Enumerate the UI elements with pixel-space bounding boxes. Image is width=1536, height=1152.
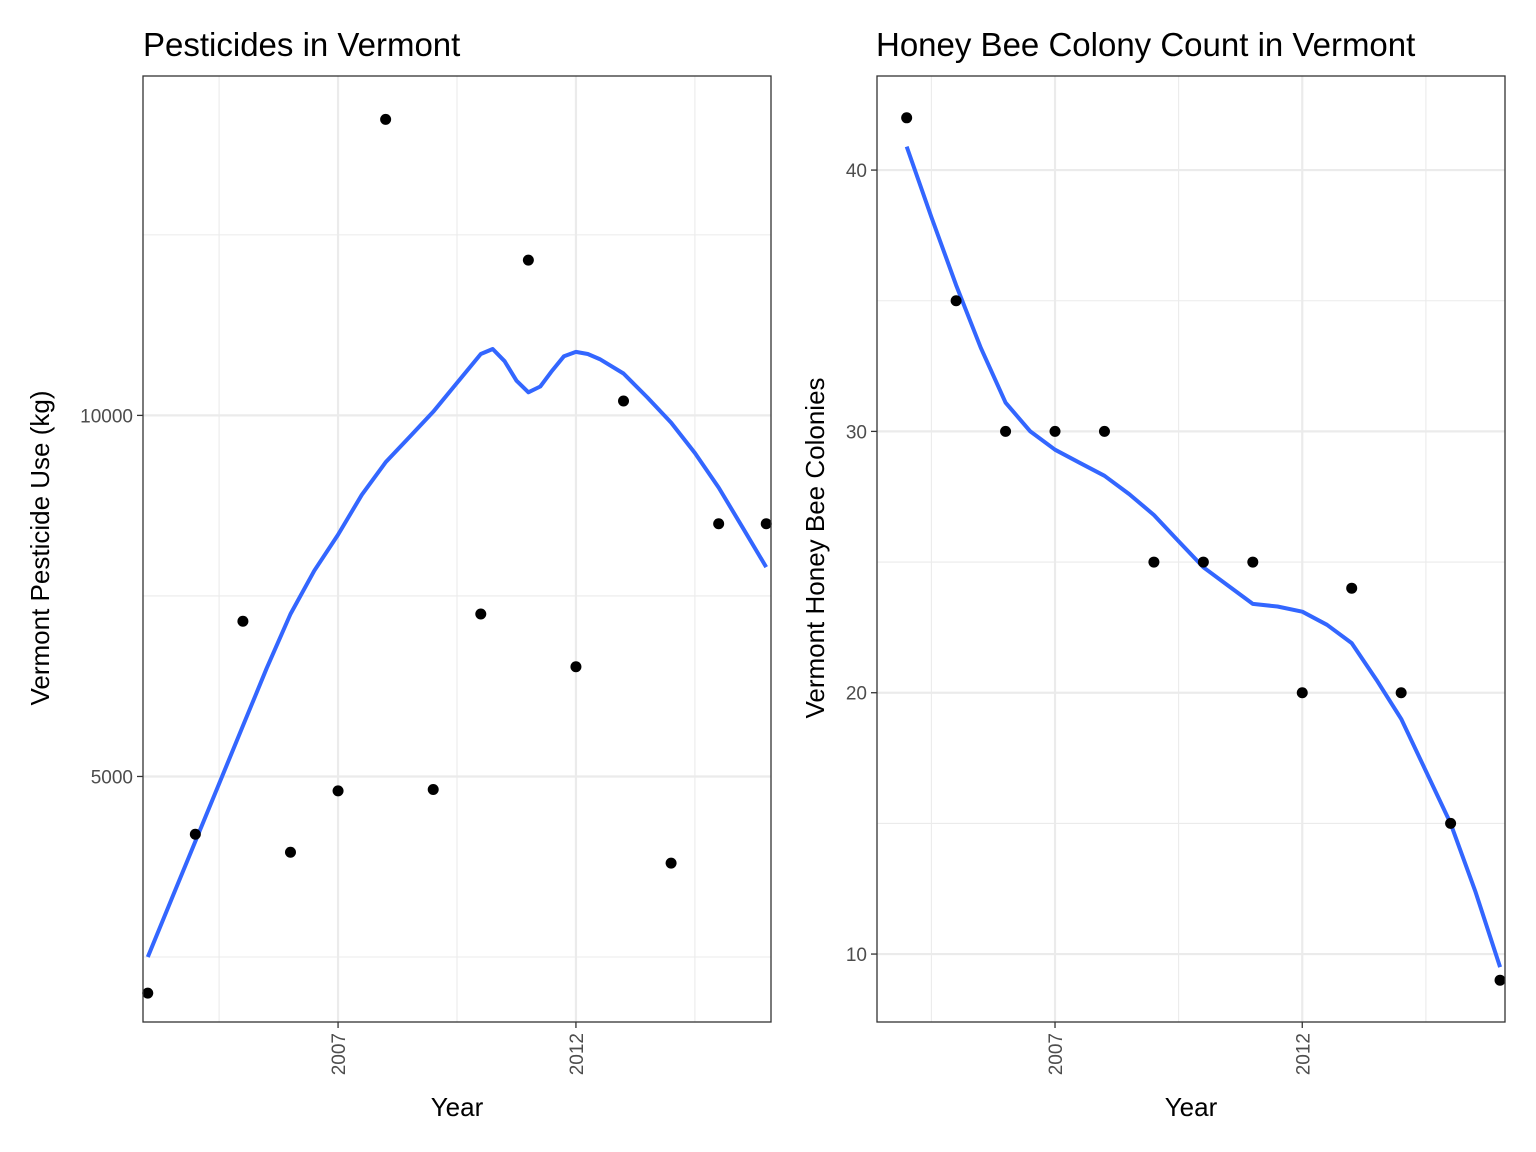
- honey-bee-x-axis-title: Year: [1165, 1092, 1218, 1122]
- honey-bee-data-point: [1247, 556, 1259, 568]
- honey-bee-data-point: [1296, 687, 1308, 699]
- honey-bee-data-point: [901, 112, 913, 124]
- pesticides-y-tick-label: 10000: [80, 406, 133, 427]
- honey-bee-data-point: [1148, 556, 1160, 568]
- pesticides-y-axis-title: Vermont Pesticide Use (kg): [25, 390, 55, 705]
- pesticides-data-point: [332, 785, 344, 797]
- honey-bee-panel: Honey Bee Colony Count in Vermont Year V…: [800, 26, 1506, 1122]
- honey-bee-data-point: [1197, 556, 1209, 568]
- honey-bee-x-tick-label: 2012: [1293, 1033, 1314, 1075]
- honey-bee-data-point: [1098, 425, 1110, 437]
- pesticides-chart-title: Pesticides in Vermont: [143, 26, 460, 63]
- honey-bee-data-point: [950, 295, 962, 307]
- pesticides-data-point: [189, 828, 201, 840]
- honey-bee-panel-border: [876, 75, 1506, 1023]
- honey-bee-data-point: [1445, 817, 1457, 829]
- pesticides-smooth-line: [145, 347, 768, 958]
- pesticides-data-point: [380, 113, 392, 125]
- pesticides-data-point: [760, 518, 772, 530]
- pesticides-panel: Pesticides in Vermont Year Vermont Pesti…: [25, 26, 772, 1122]
- pesticides-data-point: [142, 987, 154, 999]
- pesticides-data-point: [570, 661, 582, 673]
- pesticides-x-axis-title: Year: [431, 1092, 484, 1122]
- pesticides-data-point: [618, 395, 630, 407]
- honey-bee-data-point: [1395, 687, 1407, 699]
- honey-bee-y-tick-label: 40: [846, 161, 867, 182]
- pesticides-x-tick-label: 2012: [567, 1033, 588, 1075]
- honey-bee-data-point: [1049, 425, 1061, 437]
- honey-bee-y-axis-title: Vermont Honey Bee Colonies: [800, 377, 830, 718]
- pesticides-data-point: [427, 783, 439, 795]
- honey-bee-chart-title: Honey Bee Colony Count in Vermont: [876, 26, 1415, 63]
- pesticides-data-point: [665, 857, 677, 869]
- honey-bee-data-point: [1346, 582, 1358, 594]
- pesticides-x-tick-label: 2007: [329, 1033, 350, 1075]
- pesticides-panel-border: [142, 75, 772, 1023]
- honey-bee-y-tick-label: 20: [846, 684, 867, 705]
- honey-bee-data-point: [1494, 974, 1506, 986]
- honey-bee-data-point: [1000, 425, 1012, 437]
- pesticides-data-point: [237, 615, 249, 627]
- honey-bee-x-tick-label: 2007: [1046, 1033, 1067, 1075]
- honey-bee-y-tick-label: 10: [846, 945, 867, 966]
- pesticides-y-tick-label: 5000: [91, 767, 133, 788]
- pesticides-data-point: [522, 254, 534, 266]
- pesticides-data-point: [284, 846, 296, 858]
- pesticides-data-point: [475, 608, 487, 620]
- pesticides-data-point: [713, 518, 725, 530]
- honey-bee-y-tick-label: 30: [846, 422, 867, 443]
